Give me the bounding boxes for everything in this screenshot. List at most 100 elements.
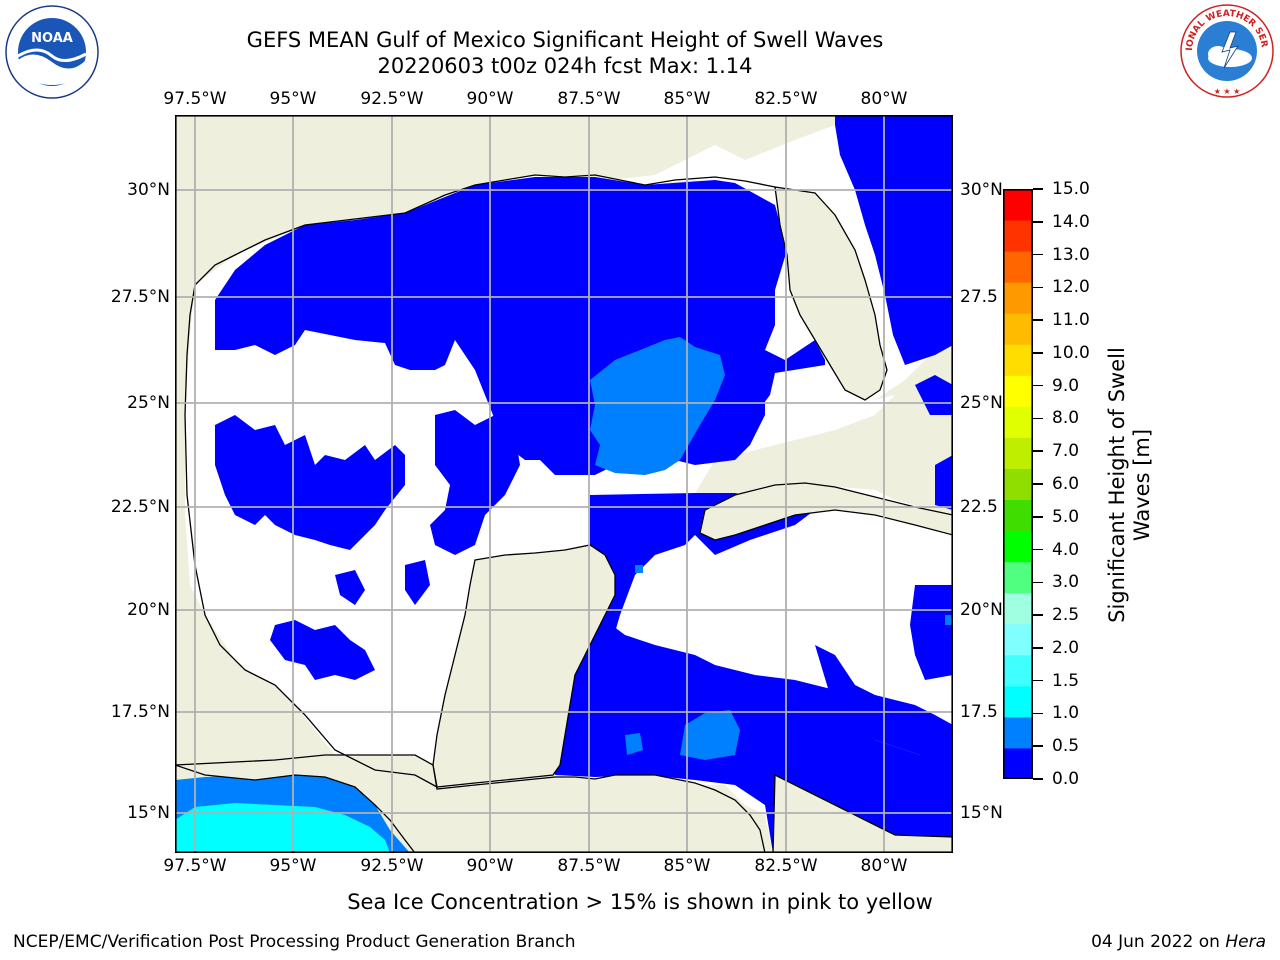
lon-label: 80°W	[860, 856, 908, 876]
colorbar	[1003, 189, 1033, 779]
nws-logo: NATIONAL WEATHER SERVICE ★ ★ ★	[1178, 2, 1274, 98]
colorbar-segment	[1003, 251, 1033, 283]
colorbar-segment	[1003, 530, 1033, 563]
colorbar-segment	[1003, 189, 1033, 221]
colorbar-tick	[1033, 450, 1043, 452]
colorbar-tick-label: 2.5	[1052, 605, 1080, 626]
lat-label: 25°N	[960, 393, 1003, 413]
colorbar-tick-label: 2.0	[1052, 637, 1080, 658]
lon-label: 90°W	[466, 856, 514, 876]
gulf-coast	[194, 174, 776, 286]
colorbar-segment	[1003, 592, 1033, 625]
lat-label: 27.5°N	[110, 287, 170, 307]
colorbar-tick	[1033, 548, 1043, 551]
lon-label: 95°W	[269, 856, 317, 876]
lon-label: 82.5°W	[754, 856, 818, 876]
colorbar-tick-label: 5.0	[1052, 506, 1080, 527]
colorbar-segment	[1003, 313, 1033, 345]
lon-label: 92.5°W	[360, 89, 424, 109]
lon-label: 90°W	[466, 89, 514, 109]
colorbar-segment	[1003, 468, 1033, 501]
colorbar-tick-label: 0.0	[1052, 769, 1080, 789]
lat-label: 20°N	[960, 600, 1003, 620]
lat-label: 15°N	[960, 803, 1003, 823]
colorbar-tick-label: 0.5	[1052, 736, 1080, 757]
lat-label: 22.5	[960, 497, 998, 517]
colorbar-segment	[1003, 437, 1033, 469]
lat-label: 22.5°N	[110, 497, 170, 517]
colorbar-segment	[1003, 623, 1033, 656]
footer-date-text: 04 Jun 2022 on	[1091, 932, 1226, 952]
land-masses	[175, 482, 953, 853]
colorbar-tick	[1033, 417, 1043, 420]
colorbar-segment	[1003, 220, 1033, 252]
lat-label: 30°N	[960, 180, 1003, 200]
colorbar-tick-label: 13.0	[1052, 244, 1090, 265]
colorbar-tick-label: 7.0	[1052, 441, 1080, 462]
swell-cyan-region	[175, 803, 390, 853]
chart-subtitle: 20220603 t00z 024h fcst Max: 1.14	[377, 54, 753, 78]
colorbar-tick	[1033, 253, 1043, 256]
colorbar-tick-label: 1.0	[1052, 703, 1080, 724]
lon-label: 95°W	[269, 89, 317, 109]
colorbar-tick	[1033, 647, 1043, 649]
footer-date: 04 Jun 2022 on Hera	[1091, 932, 1266, 952]
colorbar-tick-label: 1.5	[1052, 670, 1080, 691]
sea-ice-note: Sea Ice Concentration > 15% is shown in …	[347, 890, 933, 914]
lat-label: 27.5	[960, 287, 998, 307]
lon-label: 87.5°W	[557, 89, 621, 109]
colorbar-tick-label: 11.0	[1052, 310, 1090, 331]
colorbar-tick	[1033, 745, 1043, 747]
colorbar-segment	[1003, 716, 1033, 749]
mexico-coast	[184, 284, 438, 788]
gulf-of-mexico-map	[175, 115, 953, 853]
lat-label: 20°N	[127, 600, 170, 620]
graticule	[175, 115, 953, 853]
colorbar-tick	[1033, 778, 1043, 780]
colorbar-tick	[1033, 221, 1043, 223]
colorbar-tick-label: 4.0	[1052, 539, 1080, 560]
lon-label: 92.5°W	[360, 856, 424, 876]
lon-label: 85°W	[663, 89, 711, 109]
colorbar-tick-label: 14.0	[1052, 211, 1090, 232]
colorbar-tick	[1033, 286, 1043, 289]
colorbar-segment	[1003, 344, 1033, 376]
svg-text:NOAA: NOAA	[31, 31, 73, 46]
colorbar-segment	[1003, 499, 1033, 532]
colorbar-tick	[1033, 679, 1043, 682]
atlantic-water	[835, 115, 953, 365]
colorbar-tick-label: 12.0	[1052, 277, 1090, 298]
svg-text:★ ★ ★: ★ ★ ★	[1214, 87, 1241, 96]
colorbar-segment	[1003, 561, 1033, 594]
noaa-logo: NOAA	[5, 5, 99, 99]
colorbar-tick-label: 8.0	[1052, 408, 1080, 429]
colorbar-tick	[1033, 319, 1043, 321]
lon-label: 87.5°W	[557, 856, 621, 876]
colorbar-tick-label: 6.0	[1052, 474, 1080, 494]
colorbar-tick	[1033, 581, 1043, 584]
lat-label: 25°N	[127, 393, 170, 413]
lat-label: 17.5°N	[110, 702, 170, 722]
lon-label: 82.5°W	[754, 89, 818, 109]
colorbar-tick	[1033, 614, 1043, 616]
map-frame	[175, 115, 953, 853]
lat-label: 17.5	[960, 702, 998, 722]
lon-label: 85°W	[663, 856, 711, 876]
colorbar-segment	[1003, 375, 1033, 407]
colorbar-tick	[1033, 483, 1043, 485]
colorbar-tick-label: 9.0	[1052, 375, 1080, 396]
footer-credit: NCEP/EMC/Verification Post Processing Pr…	[13, 932, 576, 952]
colorbar-tick-label: 10.0	[1052, 342, 1090, 363]
colorbar-segment	[1003, 406, 1033, 438]
lon-label: 97.5°W	[163, 89, 227, 109]
colorbar-tick	[1033, 188, 1043, 190]
colorbar-title: Significant Height of Swell Waves [m]	[1105, 347, 1154, 623]
chart-title: GEFS MEAN Gulf of Mexico Significant Hei…	[246, 28, 884, 52]
lon-label: 80°W	[860, 89, 908, 109]
florida	[774, 186, 888, 401]
colorbar-tick-label: 3.0	[1052, 572, 1080, 593]
colorbar-tick	[1033, 712, 1043, 715]
colorbar-tick	[1033, 516, 1043, 518]
colorbar-segment	[1003, 747, 1033, 779]
colorbar-tick-label: 15.0	[1052, 179, 1090, 199]
